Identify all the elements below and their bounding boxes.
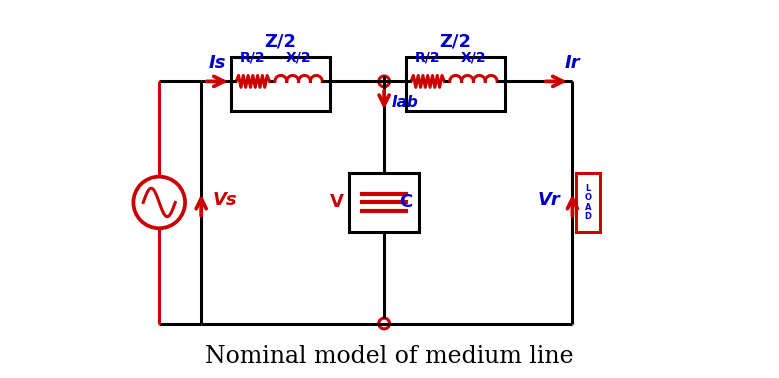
Text: Vs: Vs	[213, 191, 238, 209]
Bar	[349, 173, 419, 232]
Text: L
O
A
D: L O A D	[584, 184, 591, 221]
Circle shape	[379, 76, 390, 87]
Text: V: V	[330, 194, 344, 211]
Text: Iab: Iab	[392, 95, 418, 110]
Bar	[231, 57, 330, 111]
Text: Z/2: Z/2	[439, 32, 471, 50]
Circle shape	[379, 318, 390, 329]
Bar	[406, 57, 505, 111]
Bar	[576, 173, 600, 232]
Text: X/2: X/2	[460, 50, 486, 64]
Text: Vr: Vr	[538, 191, 561, 209]
Text: X/2: X/2	[286, 50, 312, 64]
Text: Ir: Ir	[565, 54, 580, 72]
Text: Nominal model of medium line: Nominal model of medium line	[205, 345, 574, 368]
Text: Z/2: Z/2	[265, 32, 297, 50]
Text: Is: Is	[209, 54, 226, 72]
Text: C: C	[400, 194, 413, 211]
Text: R/2: R/2	[240, 50, 266, 64]
Text: R/2: R/2	[415, 50, 440, 64]
